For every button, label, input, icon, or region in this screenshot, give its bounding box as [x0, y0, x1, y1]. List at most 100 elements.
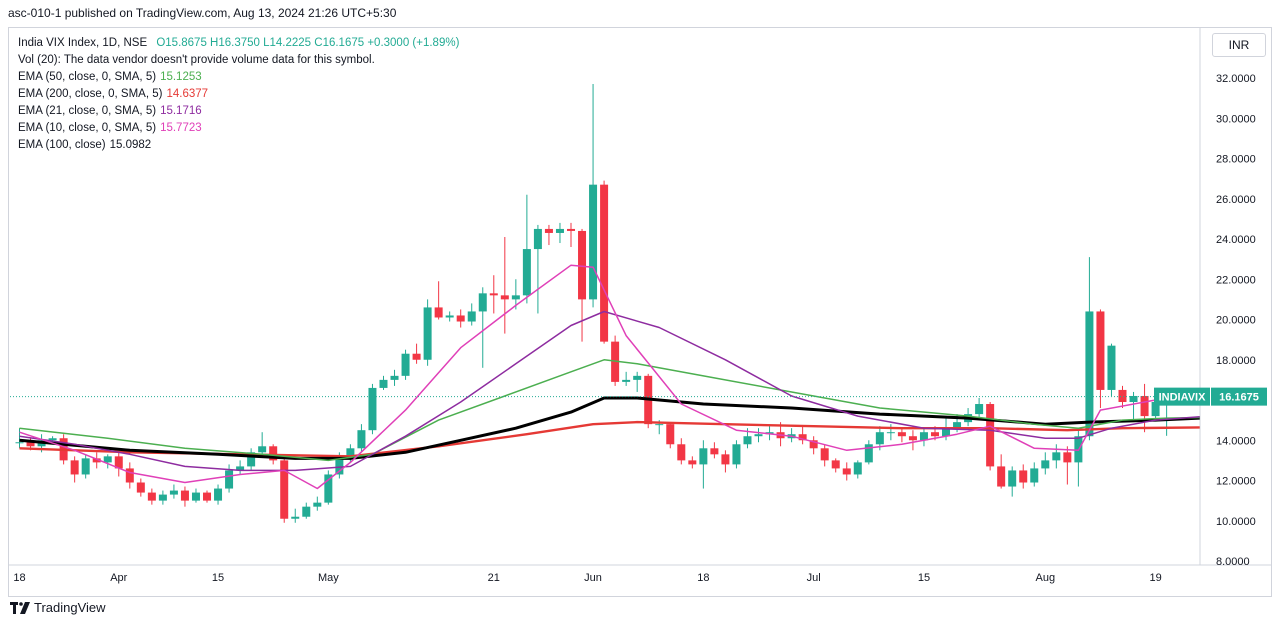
candle-body — [500, 295, 509, 300]
candle-body — [81, 458, 90, 475]
symbol-tag — [1154, 387, 1210, 406]
ema10-value: 15.7723 — [160, 122, 202, 134]
x-axis-labels: 18 Apr 15 May 21 Jun 18 Jul 15 Aug 19 — [13, 572, 1161, 584]
y-tick-label: 14.0000 — [1216, 435, 1256, 447]
ema100-line — [19, 396, 1200, 460]
candle-body — [975, 404, 984, 415]
candle-body — [335, 456, 344, 475]
candle-body — [236, 466, 245, 471]
candle-body — [434, 307, 443, 318]
candle-body — [986, 404, 995, 467]
ema200-row[interactable]: EMA (200, close, 0, SMA, 5) 14.6377 — [18, 86, 459, 103]
ema21-line — [19, 310, 1200, 472]
candle-body — [191, 492, 200, 501]
candle-body — [875, 432, 884, 445]
candle-body — [1129, 395, 1138, 403]
candle-body — [853, 462, 862, 475]
ema21-row[interactable]: EMA (21, close, 0, SMA, 5) 15.1716 — [18, 103, 459, 120]
ema100-row[interactable]: EMA (100, close) 15.0982 — [18, 137, 459, 154]
candle-body — [919, 432, 928, 441]
candle-body — [1019, 470, 1028, 483]
candle-body — [908, 436, 917, 441]
x-tick-label: 19 — [1149, 572, 1161, 584]
candle-body — [214, 488, 223, 501]
candle-body — [169, 490, 178, 495]
currency-button[interactable]: INR — [1212, 33, 1266, 57]
candle-body — [699, 448, 708, 465]
candle-body — [809, 440, 818, 449]
candle-body — [225, 470, 234, 489]
ema50-value: 15.1253 — [160, 71, 202, 83]
last-price-tag: INDIAVIX 16.1675 — [1154, 387, 1267, 406]
candle-body — [997, 466, 1006, 487]
candle-body — [578, 230, 587, 300]
candle-body — [1030, 468, 1039, 483]
candle-body — [1118, 389, 1127, 403]
candle-body — [886, 432, 895, 434]
ema21-value: 15.1716 — [160, 105, 202, 117]
candle-body — [600, 184, 609, 342]
candle-body — [567, 228, 575, 231]
candle-body — [70, 460, 79, 475]
ema10-row[interactable]: EMA (10, close, 0, SMA, 5) 15.7723 — [18, 120, 459, 137]
candle-body — [544, 228, 553, 233]
ema200-line — [19, 420, 1200, 458]
candle-body — [1085, 311, 1094, 437]
candle-body — [302, 506, 311, 517]
footer-brand[interactable]: TradingView — [10, 600, 106, 615]
ema10-label: EMA (10, close, 0, SMA, 5) — [18, 122, 157, 134]
candle-body — [820, 448, 829, 461]
x-tick-label: May — [318, 572, 339, 584]
candle-body — [291, 516, 300, 519]
y-tick-label: 20.0000 — [1216, 315, 1256, 327]
symbol-tag-label: INDIAVIX — [1159, 392, 1207, 404]
candle-body — [390, 375, 399, 380]
ema21-label: EMA (21, close, 0, SMA, 5) — [18, 105, 157, 117]
x-tick-label: Aug — [1036, 572, 1056, 584]
candle-body — [1052, 452, 1061, 461]
candle-body — [114, 456, 123, 469]
candle-body — [1063, 452, 1072, 463]
ema100-value: 15.0982 — [109, 139, 152, 151]
candle-body — [511, 295, 520, 300]
y-tick-label: 32.0000 — [1216, 73, 1256, 85]
candle-body — [489, 293, 498, 296]
ohlc-values: O15.8675 H16.3750 L14.2225 C16.1675 +0.3… — [156, 37, 460, 49]
candle-body — [688, 460, 697, 465]
y-axis-labels: 8.000010.000012.000014.000016.000018.000… — [1216, 73, 1256, 568]
candle-body — [842, 468, 851, 475]
candle-body — [1008, 470, 1017, 487]
candle-body — [721, 454, 730, 465]
candle-body — [798, 434, 807, 441]
candle-body — [754, 434, 763, 437]
candle-body — [1096, 311, 1105, 390]
y-tick-label: 8.0000 — [1216, 556, 1250, 568]
candle-body — [522, 249, 531, 296]
x-tick-label: Jul — [807, 572, 821, 584]
x-tick-label: 15 — [212, 572, 224, 584]
candle-body — [103, 456, 112, 463]
x-tick-label: 18 — [13, 572, 25, 584]
ema50-row[interactable]: EMA (50, close, 0, SMA, 5) 15.1253 — [18, 69, 459, 86]
y-tick-label: 24.0000 — [1216, 234, 1256, 246]
candle-body — [478, 293, 487, 312]
price-tag — [1211, 387, 1267, 406]
candle-body — [324, 474, 333, 503]
candle-body — [368, 387, 377, 431]
candle-body — [258, 446, 267, 453]
candle-body — [92, 458, 101, 463]
chart-frame — [8, 27, 1272, 597]
candle-body — [180, 490, 189, 501]
symbol-name[interactable]: India VIX Index, 1D, NSE — [18, 37, 148, 49]
candle-body — [1140, 395, 1149, 417]
volume-row[interactable]: Vol (20): The data vendor doesn't provid… — [18, 54, 375, 66]
candle-body — [456, 315, 465, 322]
candle-body — [247, 452, 256, 467]
candle-body — [412, 353, 421, 360]
x-tick-label: Apr — [110, 572, 127, 584]
ema200-label: EMA (200, close, 0, SMA, 5) — [18, 88, 163, 100]
ema100-label: EMA (100, close) — [18, 139, 106, 151]
candle-body — [897, 432, 906, 437]
candle-body — [203, 492, 212, 501]
